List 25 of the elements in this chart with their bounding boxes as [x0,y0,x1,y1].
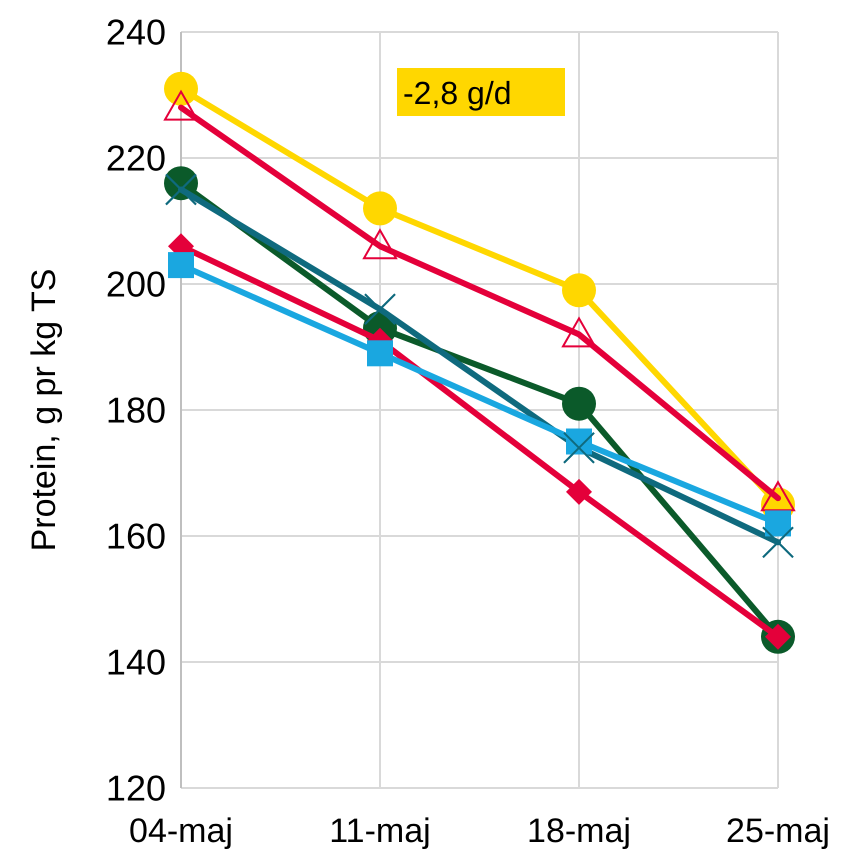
point [168,252,194,278]
y-tick-label: 140 [106,642,166,683]
point [364,293,396,326]
y-tick-label: 240 [106,12,166,53]
y-tick-label: 200 [106,264,166,305]
annotation: -2,8 g/d [403,75,512,111]
x-tick-label: 04-maj [129,812,233,850]
point [566,478,592,505]
point [762,526,794,558]
y-tick-label: 120 [106,768,166,809]
x-tick-label: 11-maj [329,812,431,850]
point [164,72,198,106]
point [562,386,596,421]
point [562,273,596,308]
y-axis-title: Protein, g pr kg TS [25,268,63,552]
point [765,510,791,536]
y-tick-label: 220 [106,138,166,179]
x-tick-label: 18-maj [527,812,631,850]
point [367,340,393,366]
x-tick-label: 25-maj [726,812,830,850]
y-tick-label: 180 [106,390,166,431]
y-tick-label: 160 [106,516,166,557]
point [563,432,595,464]
point [363,191,397,226]
point [165,174,197,206]
